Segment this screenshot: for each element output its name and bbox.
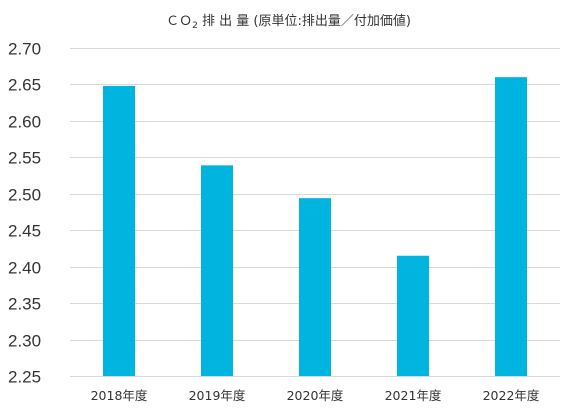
y-tick-label: 2.25 — [8, 368, 41, 387]
bar — [299, 198, 331, 376]
bar — [201, 165, 233, 376]
bars — [103, 77, 527, 377]
x-tick-label: 2019年度 — [189, 388, 246, 403]
bar — [103, 85, 135, 376]
y-tick-label: 2.45 — [8, 222, 41, 241]
chart-title-prefix: ＣＯ — [166, 14, 193, 29]
x-tick-label: 2022年度 — [483, 388, 540, 403]
y-tick-label: 2.65 — [8, 76, 41, 95]
y-tick-label: 2.40 — [8, 259, 41, 278]
y-tick-label: 2.55 — [8, 149, 41, 168]
y-tick-label: 2.35 — [8, 295, 41, 314]
chart-title: ＣＯ2 排 出 量 (原単位:排出量／付加価値) — [0, 10, 577, 31]
x-axis: 2018年度 2019年度 2020年度 2021年度 2022年度 — [91, 388, 540, 403]
x-tick-label: 2020年度 — [287, 388, 344, 403]
y-axis: 2.70 2.65 2.60 2.55 2.50 2.45 2.40 2.35 2.30 2.25 — [8, 40, 41, 387]
x-tick-label: 2021年度 — [385, 388, 442, 403]
x-tick-label: 2018年度 — [91, 388, 148, 403]
y-tick-label: 2.30 — [8, 332, 41, 351]
y-tick-label: 2.60 — [8, 113, 41, 132]
bar — [495, 77, 527, 377]
chart-title-rest: 排 出 量 (原単位:排出量／付加価値) — [197, 14, 411, 29]
chart-title-subscript: 2 — [192, 21, 198, 31]
y-tick-label: 2.50 — [8, 186, 41, 205]
y-tick-label: 2.70 — [8, 40, 41, 59]
bar — [397, 255, 429, 376]
